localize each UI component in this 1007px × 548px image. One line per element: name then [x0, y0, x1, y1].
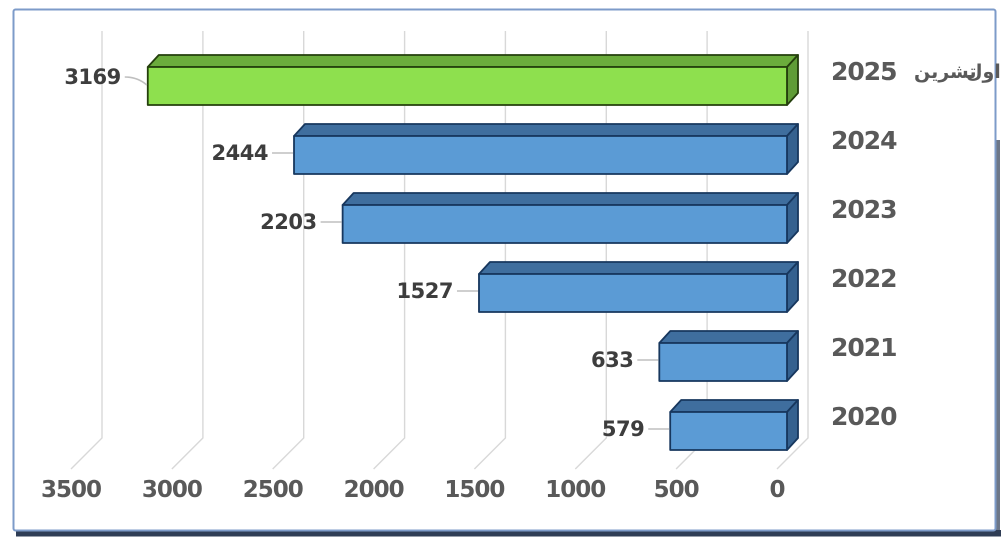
- bar-top-face: [478, 261, 799, 275]
- axis-tick-label: 1500: [444, 477, 504, 503]
- leader-line: [124, 76, 148, 86]
- bar-top-face: [658, 330, 799, 344]
- gridline: [171, 31, 204, 470]
- axis-tick-label: 1000: [545, 477, 605, 503]
- bar-top-face: [293, 123, 799, 137]
- axis-tick-label: 2000: [344, 477, 404, 503]
- bar-front-face: [669, 411, 788, 451]
- gridline: [70, 31, 103, 470]
- value-label: 1527: [397, 279, 453, 303]
- bar-top-face: [669, 399, 799, 413]
- category-label-month-word: تشرين: [914, 61, 977, 83]
- category-label: 2022: [831, 264, 897, 293]
- bar-front-face: [341, 204, 788, 244]
- bar-top-face: [341, 192, 799, 206]
- category-label-month-word: اول: [966, 61, 1001, 83]
- axis-tick-label: 3000: [142, 477, 202, 503]
- value-label: 2203: [260, 210, 316, 234]
- value-label: 579: [602, 417, 644, 441]
- bar-front-face: [658, 342, 788, 382]
- frame-bottom-shadow: [16, 530, 1001, 537]
- value-label: 2444: [212, 141, 268, 165]
- axis-tick-label: 3500: [41, 477, 101, 503]
- gridline: [776, 31, 809, 470]
- axis-tick-label: 2500: [243, 477, 303, 503]
- axis-tick-label: 500: [654, 477, 699, 503]
- category-label-year: 2025: [831, 57, 897, 86]
- bar-front-face: [293, 135, 788, 175]
- frame-right-shadow: [996, 140, 1000, 532]
- category-label: 2020: [831, 402, 897, 431]
- bar-front-face: [478, 273, 788, 313]
- bar-top-face: [146, 54, 799, 68]
- value-label: 633: [591, 348, 633, 372]
- category-label: 2024: [831, 126, 897, 155]
- category-label: 2023: [831, 195, 897, 224]
- axis-tick-label: 0: [769, 477, 784, 503]
- bar-front-face: [146, 66, 788, 106]
- value-label: 3169: [64, 65, 120, 89]
- category-label: 2021: [831, 333, 897, 362]
